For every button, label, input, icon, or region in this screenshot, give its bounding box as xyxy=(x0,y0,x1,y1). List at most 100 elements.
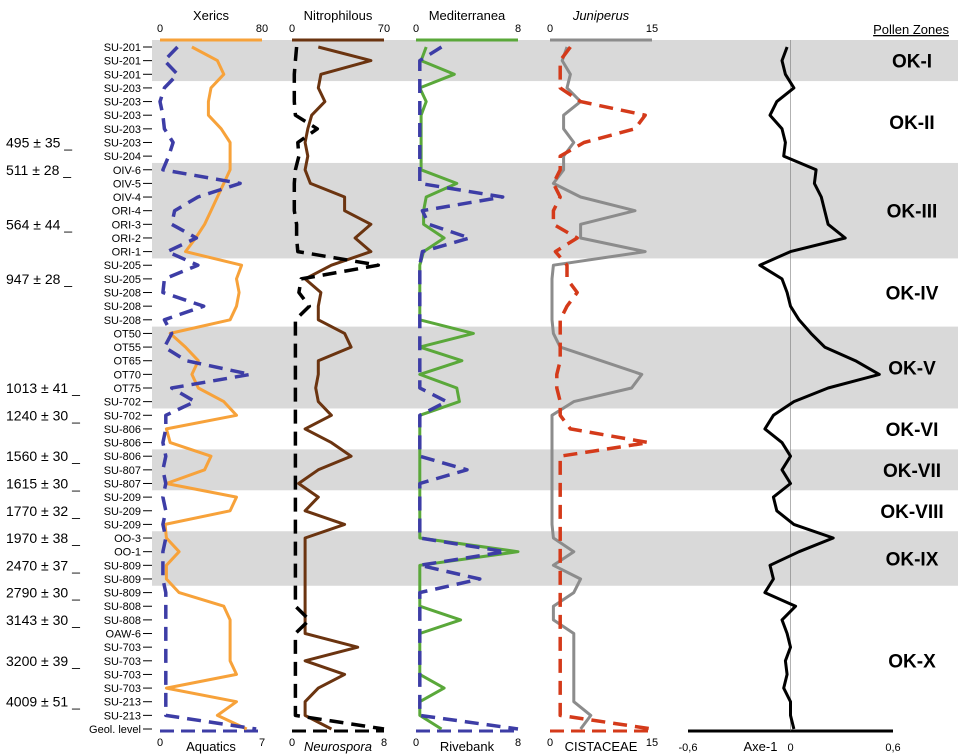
sample-label: SU-203 xyxy=(104,137,141,149)
date-label: 1013 ± 41 _ xyxy=(6,380,80,396)
sample-label: SU-702 xyxy=(104,397,141,409)
sample-label: SU-809 xyxy=(104,588,141,600)
series-line-2 xyxy=(292,46,385,731)
sample-label: SU-808 xyxy=(104,601,141,613)
bottom-axis-label: CISTACEAE xyxy=(565,739,638,754)
sample-label: OIV-6 xyxy=(113,165,141,177)
sample-label: SU-209 xyxy=(104,506,141,518)
bottom-tick-max: 7 xyxy=(259,737,265,749)
sample-label: SU-703 xyxy=(104,642,141,654)
sample-label: OO-3 xyxy=(114,533,141,545)
top-tick-min: 0 xyxy=(157,23,163,35)
sample-label: SU-213 xyxy=(104,710,141,722)
axis-tick: 0 xyxy=(787,742,793,754)
top-tick-max: 80 xyxy=(256,23,268,35)
zone-labels: OK-I OK-II OK-III OK-IV OK-V OK-VI OK-VII OK-VI… xyxy=(880,52,943,673)
zone-label: OK-II xyxy=(889,113,934,134)
date-label: 4009 ± 51 _ xyxy=(6,694,80,710)
sample-label: SU-208 xyxy=(104,315,141,327)
top-tick-min: 0 xyxy=(289,23,295,35)
date-label: 495 ± 35 _ xyxy=(6,134,72,150)
date-label: 947 ± 28 _ xyxy=(6,271,72,287)
date-label: 3200 ± 39 _ xyxy=(6,653,80,669)
axis-tick: 0,6 xyxy=(885,742,900,754)
zone-label: OK-V xyxy=(888,359,936,380)
sample-label: OT65 xyxy=(113,356,141,368)
series-line-2 xyxy=(158,45,257,731)
sample-label: SU-203 xyxy=(104,97,141,109)
sample-label: OAW-6 xyxy=(106,629,141,641)
sample-label: ORI-2 xyxy=(112,233,141,245)
sample-label: SU-205 xyxy=(104,274,141,286)
sample-label: OT75 xyxy=(113,383,141,395)
sample-label: SU-809 xyxy=(104,574,141,586)
top-axis-label: Juniperus xyxy=(572,8,630,23)
radiocarbon-dates: 495 ± 35 _ 511 ± 28 _ 564 ± 44 _ 947 ± 28 _… xyxy=(6,134,80,709)
sample-label: SU-806 xyxy=(104,438,141,450)
panel-3: Mediterranea 0 8 Rivebank 0 8 xyxy=(413,8,521,754)
bottom-tick-min: 0 xyxy=(157,737,163,749)
sample-labels: SU-201SU-201SU-201SU-203SU-203SU-203SU-2… xyxy=(89,42,152,736)
sample-label: OT55 xyxy=(113,342,141,354)
date-label: 2790 ± 30 _ xyxy=(6,585,80,601)
series-line-2 xyxy=(418,45,519,731)
sample-label: SU-209 xyxy=(104,519,141,531)
sample-label: SU-806 xyxy=(104,451,141,463)
sample-label: SU-205 xyxy=(104,260,141,272)
bottom-axis-label: Axe-1 xyxy=(744,739,778,754)
zone-label: OK-I xyxy=(892,52,932,73)
zone-label: OK-IV xyxy=(886,284,939,305)
zone-band xyxy=(152,40,958,82)
top-tick-max: 15 xyxy=(646,23,658,35)
zone-label: OK-VIII xyxy=(880,502,943,523)
bottom-tick-max: 8 xyxy=(381,737,387,749)
zone-label: OK-VII xyxy=(883,461,941,482)
series-line-1 xyxy=(418,46,520,731)
bottom-axis-label: Neurospora xyxy=(304,739,372,754)
sample-label: ORI-1 xyxy=(112,247,141,259)
sample-label: ORI-3 xyxy=(112,219,141,231)
date-label: 1970 ± 38 _ xyxy=(6,530,80,546)
sample-label: OO-1 xyxy=(114,547,141,559)
date-label: 1770 ± 32 _ xyxy=(6,503,80,519)
panel-4: Juniperus 0 15 CISTACEAE 0 15 xyxy=(547,8,658,754)
bottom-axis-label: Aquatics xyxy=(186,739,236,754)
top-tick-max: 8 xyxy=(515,23,521,35)
sample-label: SU-203 xyxy=(104,124,141,136)
sample-label: ORI-4 xyxy=(112,206,141,218)
bottom-tick-max: 15 xyxy=(646,737,658,749)
sample-label: SU-703 xyxy=(104,683,141,695)
date-label: 2470 ± 37 _ xyxy=(6,557,80,573)
series-line-1 xyxy=(758,46,881,730)
sample-label: SU-703 xyxy=(104,656,141,668)
date-label: 1615 ± 30 _ xyxy=(6,475,80,491)
zone-label: OK-IX xyxy=(886,550,939,571)
zone-label: OK-VI xyxy=(886,420,939,441)
bottom-axis-label: Rivebank xyxy=(440,739,495,754)
date-label: 1560 ± 30 _ xyxy=(6,448,80,464)
panel-1: Xerics 0 80 Aquatics 0 7 xyxy=(157,8,268,754)
bottom-tick-min: 0 xyxy=(413,737,419,749)
sample-label: SU-806 xyxy=(104,424,141,436)
axis-tick: -0,6 xyxy=(679,742,698,754)
pollen-zones-title: Pollen Zones xyxy=(873,22,949,37)
sample-label: SU-703 xyxy=(104,669,141,681)
sample-label: OT50 xyxy=(113,328,141,340)
panel-5: Axe-1 -0,6 0 0,6 xyxy=(679,40,901,754)
bottom-tick-min: 0 xyxy=(547,737,553,749)
sample-label: SU-807 xyxy=(104,465,141,477)
top-tick-min: 0 xyxy=(547,23,553,35)
top-axis-label: Xerics xyxy=(193,8,230,23)
series-line-1 xyxy=(550,46,647,730)
bottom-tick-min: 0 xyxy=(289,737,295,749)
sample-label: SU-204 xyxy=(104,151,141,163)
sample-label: SU-201 xyxy=(104,42,141,54)
date-label: 511 ± 28 _ xyxy=(6,162,71,178)
top-axis-label: Mediterranea xyxy=(429,8,506,23)
sample-label: SU-213 xyxy=(104,697,141,709)
sample-label: SU-208 xyxy=(104,288,141,300)
top-tick-max: 70 xyxy=(378,23,390,35)
top-tick-min: 0 xyxy=(413,23,419,35)
